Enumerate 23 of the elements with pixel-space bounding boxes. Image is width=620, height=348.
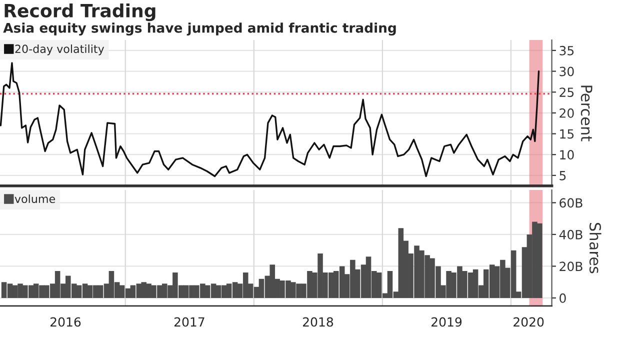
y-axis-title: Percent <box>580 86 592 142</box>
y-tick-label: 30 <box>560 66 574 76</box>
chart-title: Record Trading <box>4 3 156 22</box>
x-tick-label: 2020 <box>514 317 544 327</box>
chart-subtitle: Asia equity swings have jumped amid frantic trading <box>3 22 396 36</box>
y-tick-label: 0 <box>560 293 566 303</box>
y-axis-title: Shares <box>589 222 602 274</box>
line-series <box>0 62 540 178</box>
y-tick-label: 25 <box>560 88 574 98</box>
x-tick-label: 2019 <box>432 317 462 327</box>
y-tick-label: 40B <box>559 230 582 240</box>
legend-label: 20-day volatility <box>15 44 104 56</box>
y-tick-label: 5 <box>560 171 566 180</box>
x-tick-label: 2017 <box>174 317 204 327</box>
x-tick-label: 2018 <box>302 317 334 327</box>
y-tick-label: 35 <box>560 46 574 56</box>
y-tick-label: 20B <box>560 262 582 272</box>
y-tick-label: 20 <box>560 108 574 118</box>
legend-label: volume <box>14 194 56 204</box>
y-tick-label: 60B <box>560 198 582 208</box>
y-tick-label: 10 <box>560 150 574 160</box>
x-tick-label: 2016 <box>50 317 81 327</box>
y-tick-label: 15 <box>560 129 574 139</box>
